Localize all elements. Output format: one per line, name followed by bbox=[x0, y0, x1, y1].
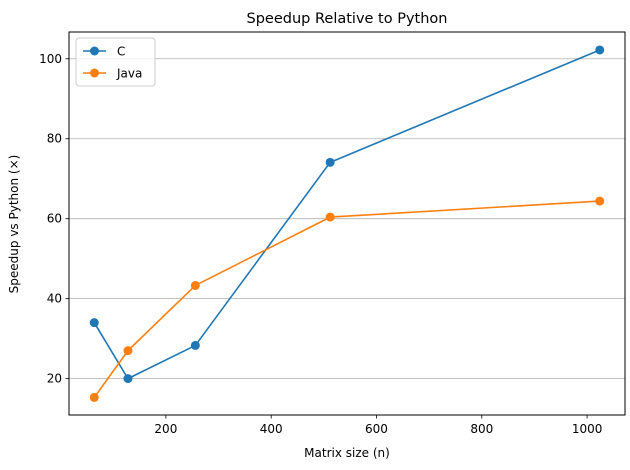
chart-title: Speedup Relative to Python bbox=[247, 11, 448, 27]
legend-entry: C bbox=[83, 45, 125, 59]
data-point bbox=[123, 374, 133, 384]
data-point bbox=[190, 280, 200, 290]
y-tick-label: 60 bbox=[47, 212, 62, 226]
series-layer bbox=[89, 45, 605, 402]
data-point bbox=[595, 45, 605, 55]
legend-marker bbox=[90, 68, 99, 78]
legend-box bbox=[75, 37, 156, 87]
x-tick-label: 600 bbox=[365, 422, 388, 436]
y-tick-label: 20 bbox=[47, 372, 62, 386]
x-tick-label: 1000 bbox=[572, 422, 603, 436]
legend: C Java bbox=[75, 37, 156, 87]
y-axis: 20 40 60 80 100 bbox=[39, 52, 69, 386]
legend-entries: C Java bbox=[83, 45, 142, 81]
series-c bbox=[89, 45, 605, 384]
data-point bbox=[89, 318, 99, 328]
y-tick-label: 80 bbox=[47, 132, 62, 146]
x-tick-label: 400 bbox=[260, 422, 283, 436]
x-axis-label: Matrix size (n) bbox=[304, 446, 390, 460]
x-axis: 200 400 600 800 1000 bbox=[154, 415, 602, 436]
plot-frame bbox=[68, 31, 626, 416]
x-tick-label: 200 bbox=[154, 422, 177, 436]
y-tick-label: 100 bbox=[39, 52, 62, 66]
data-point bbox=[89, 392, 99, 402]
legend-label: C bbox=[117, 45, 125, 59]
data-point bbox=[325, 212, 335, 222]
data-point bbox=[190, 340, 200, 350]
data-point bbox=[123, 346, 133, 356]
data-point bbox=[325, 157, 335, 167]
legend-marker bbox=[90, 46, 99, 56]
series-java bbox=[89, 196, 605, 402]
legend-label: Java bbox=[116, 67, 142, 81]
y-tick-label: 40 bbox=[47, 292, 62, 306]
legend-entry: Java bbox=[83, 67, 142, 81]
y-axis-label: Speedup vs Python (×) bbox=[7, 155, 21, 294]
data-point bbox=[595, 196, 605, 206]
x-tick-label: 800 bbox=[470, 422, 493, 436]
grid-lines bbox=[69, 58, 625, 380]
